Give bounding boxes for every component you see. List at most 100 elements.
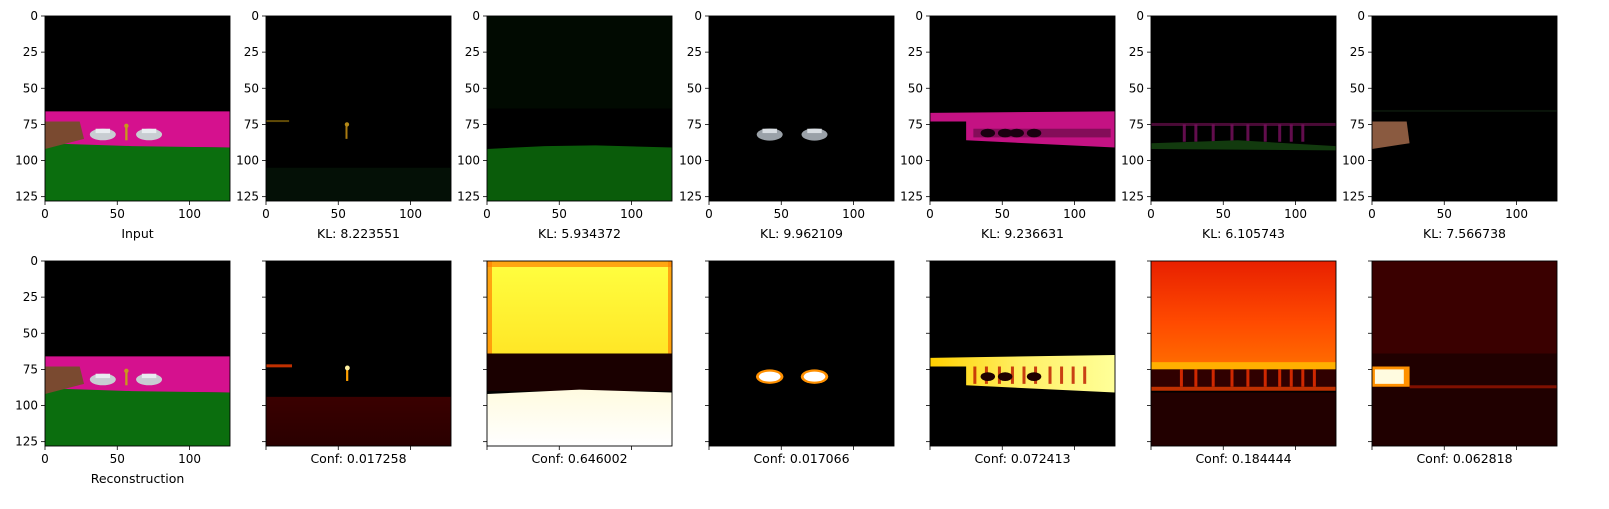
- panel-mask3: [705, 260, 895, 450]
- panel-comp6: [1368, 15, 1558, 205]
- panel-caption: Conf: 0.184444: [1195, 451, 1291, 466]
- panel-caption: KL: 8.223551: [317, 226, 400, 241]
- y-tick-label: 0: [1136, 9, 1144, 23]
- y-tick-label: 75: [1129, 117, 1144, 131]
- y-tick-label: 25: [244, 45, 259, 59]
- panel-caption: KL: 6.105743: [1202, 226, 1285, 241]
- x-tick-label: 0: [705, 207, 713, 221]
- y-tick-label: 25: [1129, 45, 1144, 59]
- panel-caption: Conf: 0.072413: [974, 451, 1070, 466]
- panel-caption: Reconstruction: [91, 471, 185, 486]
- y-tick-label: 25: [687, 45, 702, 59]
- y-tick-label: 25: [908, 45, 923, 59]
- x-tick-label: 100: [178, 207, 201, 221]
- x-tick-label: 100: [1505, 207, 1528, 221]
- y-tick-label: 0: [30, 254, 38, 268]
- y-tick-label: 0: [1357, 9, 1365, 23]
- panel-comp3: [705, 15, 895, 205]
- x-tick-label: 0: [1147, 207, 1155, 221]
- x-tick-label: 0: [1368, 207, 1376, 221]
- y-tick-label: 100: [1121, 154, 1144, 168]
- x-tick-label: 0: [483, 207, 491, 221]
- y-tick-label: 50: [244, 81, 259, 95]
- panel-input: [41, 15, 231, 205]
- panel-mask6: [1368, 260, 1558, 450]
- y-tick-label: 125: [1342, 190, 1365, 204]
- y-tick-label: 25: [23, 45, 38, 59]
- x-tick-label: 50: [1216, 207, 1231, 221]
- x-tick-label: 100: [620, 207, 643, 221]
- x-tick-label: 100: [842, 207, 865, 221]
- x-tick-label: 50: [774, 207, 789, 221]
- y-tick-label: 25: [23, 290, 38, 304]
- y-tick-label: 100: [679, 154, 702, 168]
- y-tick-label: 125: [457, 190, 480, 204]
- panel-caption: KL: 9.236631: [981, 226, 1064, 241]
- panel-comp2: [483, 15, 673, 205]
- y-tick-label: 50: [908, 81, 923, 95]
- panel-caption: KL: 9.962109: [760, 226, 843, 241]
- y-tick-label: 0: [694, 9, 702, 23]
- y-tick-label: 75: [23, 362, 38, 376]
- y-tick-label: 25: [1350, 45, 1365, 59]
- y-tick-label: 125: [15, 435, 38, 449]
- panel-mask5: [1147, 260, 1337, 450]
- y-tick-label: 50: [1350, 81, 1365, 95]
- panel-comp1: [262, 15, 452, 205]
- panel-caption: KL: 5.934372: [538, 226, 621, 241]
- y-tick-label: 125: [679, 190, 702, 204]
- y-tick-label: 0: [30, 9, 38, 23]
- y-tick-label: 125: [900, 190, 923, 204]
- x-tick-label: 100: [399, 207, 422, 221]
- y-tick-label: 75: [465, 117, 480, 131]
- x-tick-label: 50: [1437, 207, 1452, 221]
- y-tick-label: 75: [908, 117, 923, 131]
- y-tick-label: 0: [472, 9, 480, 23]
- y-tick-label: 100: [900, 154, 923, 168]
- panel-mask2: [483, 260, 673, 450]
- y-tick-label: 100: [15, 399, 38, 413]
- y-tick-label: 100: [236, 154, 259, 168]
- panel-caption: Conf: 0.017066: [753, 451, 849, 466]
- y-tick-label: 0: [915, 9, 923, 23]
- y-tick-label: 100: [15, 154, 38, 168]
- x-tick-label: 50: [331, 207, 346, 221]
- y-tick-label: 0: [251, 9, 259, 23]
- x-tick-label: 0: [41, 452, 49, 466]
- y-tick-label: 50: [1129, 81, 1144, 95]
- y-tick-label: 50: [23, 81, 38, 95]
- y-tick-label: 75: [1350, 117, 1365, 131]
- y-tick-label: 75: [23, 117, 38, 131]
- x-tick-label: 100: [1063, 207, 1086, 221]
- x-tick-label: 50: [110, 207, 125, 221]
- y-tick-label: 50: [687, 81, 702, 95]
- y-tick-label: 100: [1342, 154, 1365, 168]
- x-tick-label: 50: [552, 207, 567, 221]
- panel-caption: Input: [121, 226, 153, 241]
- panel-mask4: [926, 260, 1116, 450]
- x-tick-label: 0: [41, 207, 49, 221]
- x-tick-label: 100: [178, 452, 201, 466]
- y-tick-label: 75: [687, 117, 702, 131]
- panel-recon: [41, 260, 231, 450]
- panel-caption: KL: 7.566738: [1423, 226, 1506, 241]
- x-tick-label: 100: [1284, 207, 1307, 221]
- panel-caption: Conf: 0.646002: [531, 451, 627, 466]
- y-tick-label: 50: [465, 81, 480, 95]
- x-tick-label: 50: [995, 207, 1010, 221]
- panel-caption: Conf: 0.017258: [310, 451, 406, 466]
- x-tick-label: 50: [110, 452, 125, 466]
- y-tick-label: 100: [457, 154, 480, 168]
- y-tick-label: 50: [23, 326, 38, 340]
- panel-mask1: [262, 260, 452, 450]
- panel-comp4: [926, 15, 1116, 205]
- x-tick-label: 0: [926, 207, 934, 221]
- x-tick-label: 0: [262, 207, 270, 221]
- y-tick-label: 125: [1121, 190, 1144, 204]
- y-tick-label: 75: [244, 117, 259, 131]
- y-tick-label: 125: [15, 190, 38, 204]
- panel-comp5: [1147, 15, 1337, 205]
- panel-caption: Conf: 0.062818: [1416, 451, 1512, 466]
- y-tick-label: 125: [236, 190, 259, 204]
